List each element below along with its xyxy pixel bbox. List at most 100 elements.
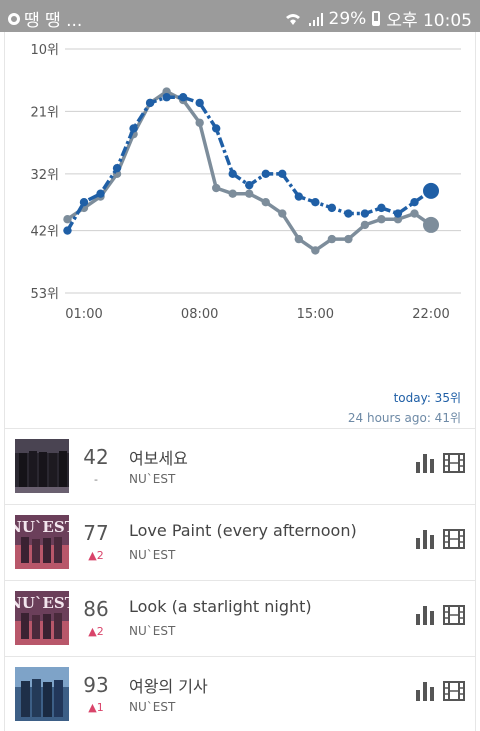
legend-today: today: 35위 xyxy=(393,391,461,405)
album-art xyxy=(15,667,69,721)
data-point xyxy=(377,203,386,213)
song-title: Love Paint (every afternoon) xyxy=(129,521,357,540)
data-point xyxy=(228,189,237,198)
rank-chart: 10위 21위 32위 42위 53위 01:00 08:00 15:00 22:00 xyxy=(30,43,461,322)
data-point xyxy=(360,220,370,230)
bar-chart-icon[interactable] xyxy=(415,529,435,549)
song-artist: NU`EST xyxy=(129,472,176,486)
status-notifications: 땡 땡 ... xyxy=(24,11,83,31)
bar-chart-icon[interactable] xyxy=(415,605,435,625)
data-point xyxy=(145,98,155,108)
status-right: 29% 오후 10:05 xyxy=(285,6,472,31)
data-point xyxy=(228,169,237,179)
y-tick-label: 42위 xyxy=(30,225,59,240)
data-point xyxy=(344,234,353,244)
bar-chart-icon[interactable] xyxy=(415,681,435,701)
song-rank: 93 xyxy=(83,673,109,697)
data-point xyxy=(112,163,122,173)
rank-chart-card: 10위 21위 32위 42위 53위 01:00 08:00 15:00 22:00 toda… xyxy=(4,32,476,428)
row-actions xyxy=(415,453,465,473)
data-point xyxy=(211,183,221,193)
data-point xyxy=(195,118,204,127)
y-tick-label: 53위 xyxy=(30,287,59,302)
data-point xyxy=(96,189,105,198)
song-rank: 42 xyxy=(83,445,109,469)
data-point xyxy=(261,198,270,207)
rank-change: - xyxy=(94,473,98,486)
song-row[interactable]: 93 ▲1 여왕의 기사 NU`EST xyxy=(5,656,475,731)
row-actions xyxy=(415,681,465,701)
data-point xyxy=(294,234,304,244)
row-actions xyxy=(415,605,465,625)
data-point xyxy=(129,124,138,133)
data-point xyxy=(162,93,171,102)
svg-text:NU`EST: NU`EST xyxy=(15,518,69,536)
row-actions xyxy=(415,529,465,549)
data-point xyxy=(360,209,370,218)
series-line xyxy=(66,89,432,253)
song-rank: 86 xyxy=(83,597,109,621)
wifi-icon xyxy=(285,13,300,25)
data-point xyxy=(344,209,353,218)
data-point xyxy=(63,226,72,235)
data-point xyxy=(327,234,337,244)
song-title: 여왕의 기사 xyxy=(129,677,208,696)
song-artist: NU`EST xyxy=(129,700,176,714)
song-title: 여보세요 xyxy=(129,449,188,468)
film-icon[interactable] xyxy=(443,605,465,625)
song-row[interactable]: NU`EST 86 ▲2 Look (a starlight night) NU`EST xyxy=(5,580,475,656)
data-point xyxy=(195,98,204,108)
song-rank: 77 xyxy=(83,521,109,545)
data-point xyxy=(423,182,439,199)
song-row[interactable]: 42 - 여보세요 NU`EST xyxy=(5,428,475,504)
y-tick-label: 32위 xyxy=(30,168,59,183)
data-point xyxy=(377,215,386,224)
rank-change: ▲2 xyxy=(88,625,104,638)
data-point xyxy=(423,216,439,233)
data-point xyxy=(393,209,403,218)
x-tick-label: 15:00 xyxy=(297,307,334,322)
data-point xyxy=(278,169,287,179)
x-tick-label: 08:00 xyxy=(181,307,218,322)
data-point xyxy=(178,93,188,102)
rank-change: ▲1 xyxy=(88,701,104,714)
data-point xyxy=(211,124,221,133)
data-point xyxy=(410,198,419,207)
signal-icon xyxy=(308,12,323,26)
song-artist: NU`EST xyxy=(129,624,176,638)
y-tick-label: 10위 xyxy=(30,43,59,58)
song-list: 42 - 여보세요 NU`EST NU`EST 77 ▲2 Love Paint (every… xyxy=(4,428,476,731)
album-art: NU`EST xyxy=(15,515,69,569)
data-point xyxy=(311,246,320,255)
battery-icon xyxy=(372,11,381,26)
status-left: 땡 땡 ... xyxy=(8,6,82,31)
notification-icon xyxy=(8,12,20,25)
data-point xyxy=(311,198,320,207)
data-point xyxy=(410,209,419,218)
data-point xyxy=(294,192,304,201)
film-icon[interactable] xyxy=(443,453,465,473)
song-title: Look (a starlight night) xyxy=(129,597,312,616)
song-artist: NU`EST xyxy=(129,548,176,562)
legend-24h-ago: 24 hours ago: 41위 xyxy=(347,411,461,425)
svg-text:NU`EST: NU`EST xyxy=(15,594,69,612)
film-icon[interactable] xyxy=(443,529,465,549)
album-art xyxy=(15,439,69,493)
data-point xyxy=(261,169,270,179)
data-point xyxy=(327,203,337,213)
y-tick-label: 21위 xyxy=(30,105,59,120)
data-point xyxy=(79,198,89,207)
song-row[interactable]: NU`EST 77 ▲2 Love Paint (every afternoon) NU… xyxy=(5,504,475,580)
bar-chart-icon[interactable] xyxy=(415,453,435,473)
data-point xyxy=(245,189,254,198)
album-art: NU`EST xyxy=(15,591,69,645)
x-tick-label: 01:00 xyxy=(65,307,102,322)
x-tick-label: 22:00 xyxy=(412,307,449,322)
rank-change: ▲2 xyxy=(88,549,104,562)
data-point xyxy=(278,209,287,218)
data-point xyxy=(63,215,72,224)
film-icon[interactable] xyxy=(443,681,465,701)
data-point xyxy=(245,180,254,190)
status-bar: 땡 땡 ... 29% 오후 10:05 xyxy=(0,0,480,32)
battery-percent: 29% xyxy=(328,8,367,29)
